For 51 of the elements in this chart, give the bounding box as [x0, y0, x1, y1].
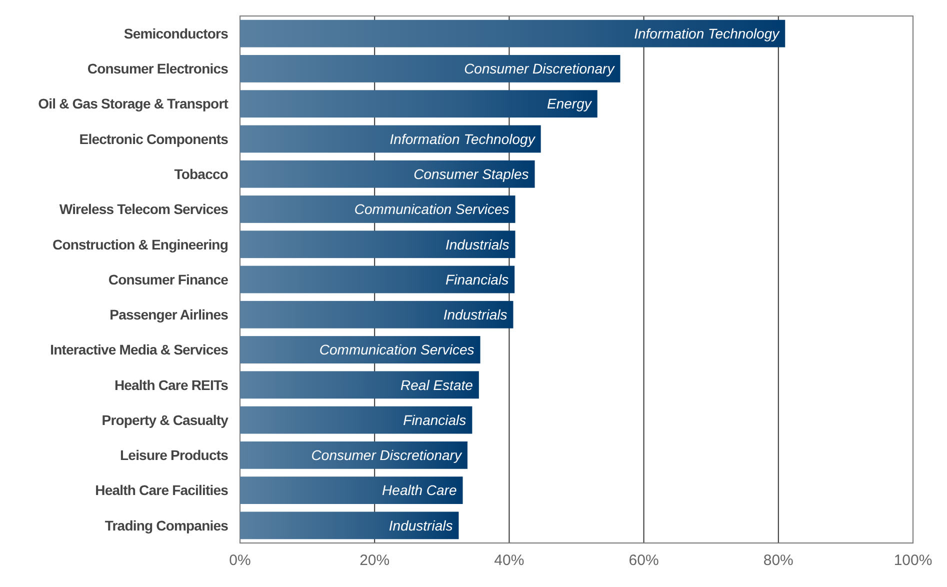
- annotation: Health Care: [382, 482, 457, 498]
- bar: [240, 266, 515, 294]
- bar: [240, 371, 479, 399]
- annotation: Financials: [403, 412, 466, 428]
- y-tick-label: Health Care REITs: [114, 376, 229, 393]
- bar: [240, 196, 516, 223]
- y-tick-label: Semiconductors: [124, 25, 229, 42]
- y-tick-label: Property & Casualty: [102, 412, 229, 428]
- annotation: Consumer Staples: [414, 166, 529, 182]
- annotation: Real Estate: [400, 376, 474, 393]
- y-tick-label: Oil & Gas Storage & Transport: [38, 96, 229, 112]
- y-tick-label: Consumer Finance: [108, 271, 229, 288]
- y-tick-label: Wireless Telecom Services: [59, 201, 229, 218]
- annotation: Industrials: [443, 306, 508, 323]
- x-tick-label: 80%: [763, 552, 794, 569]
- annotation: Communication Services: [319, 342, 474, 358]
- y-tick-label: Electronic Components: [79, 130, 229, 147]
- annotation: Industrials: [445, 236, 510, 252]
- bar: [240, 441, 468, 469]
- y-tick-label: Tobacco: [174, 166, 228, 182]
- y-tick-label: Interactive Media & Services: [50, 342, 229, 358]
- annotation: Communication Services: [354, 201, 510, 218]
- y-tick-label: Trading Companies: [104, 517, 229, 534]
- bar: [240, 512, 459, 540]
- bar: [240, 125, 541, 153]
- bar: [240, 160, 535, 188]
- bar: [240, 230, 516, 258]
- x-tick-label: 0%: [229, 552, 251, 569]
- x-tick-label: 40%: [494, 552, 524, 569]
- x-tick-label: 100%: [894, 552, 932, 569]
- y-tick-label: Leisure Products: [120, 447, 229, 464]
- annotation: Consumer Discretionary: [311, 447, 462, 464]
- annotation: Financials: [446, 271, 509, 288]
- y-tick-label: Construction & Engineering: [52, 236, 228, 252]
- bar: [240, 336, 480, 364]
- bar: [240, 90, 598, 118]
- bar: [240, 300, 514, 328]
- annotation: Information Technology: [390, 130, 536, 147]
- annotation: Industrials: [388, 517, 453, 534]
- bar: [240, 55, 620, 82]
- bar: [240, 406, 472, 434]
- bar: [240, 20, 786, 48]
- x-tick-label: 20%: [360, 552, 390, 569]
- bar: [240, 476, 463, 504]
- annotation: Energy: [547, 96, 592, 112]
- annotation: Consumer Discretionary: [464, 60, 616, 77]
- y-tick-label: Consumer Electronics: [87, 60, 229, 77]
- x-tick-label: 60%: [628, 552, 659, 569]
- y-tick-label: Health Care Facilities: [95, 482, 229, 498]
- y-tick-label: Passenger Airlines: [110, 306, 229, 323]
- annotation: Information Technology: [634, 25, 780, 42]
